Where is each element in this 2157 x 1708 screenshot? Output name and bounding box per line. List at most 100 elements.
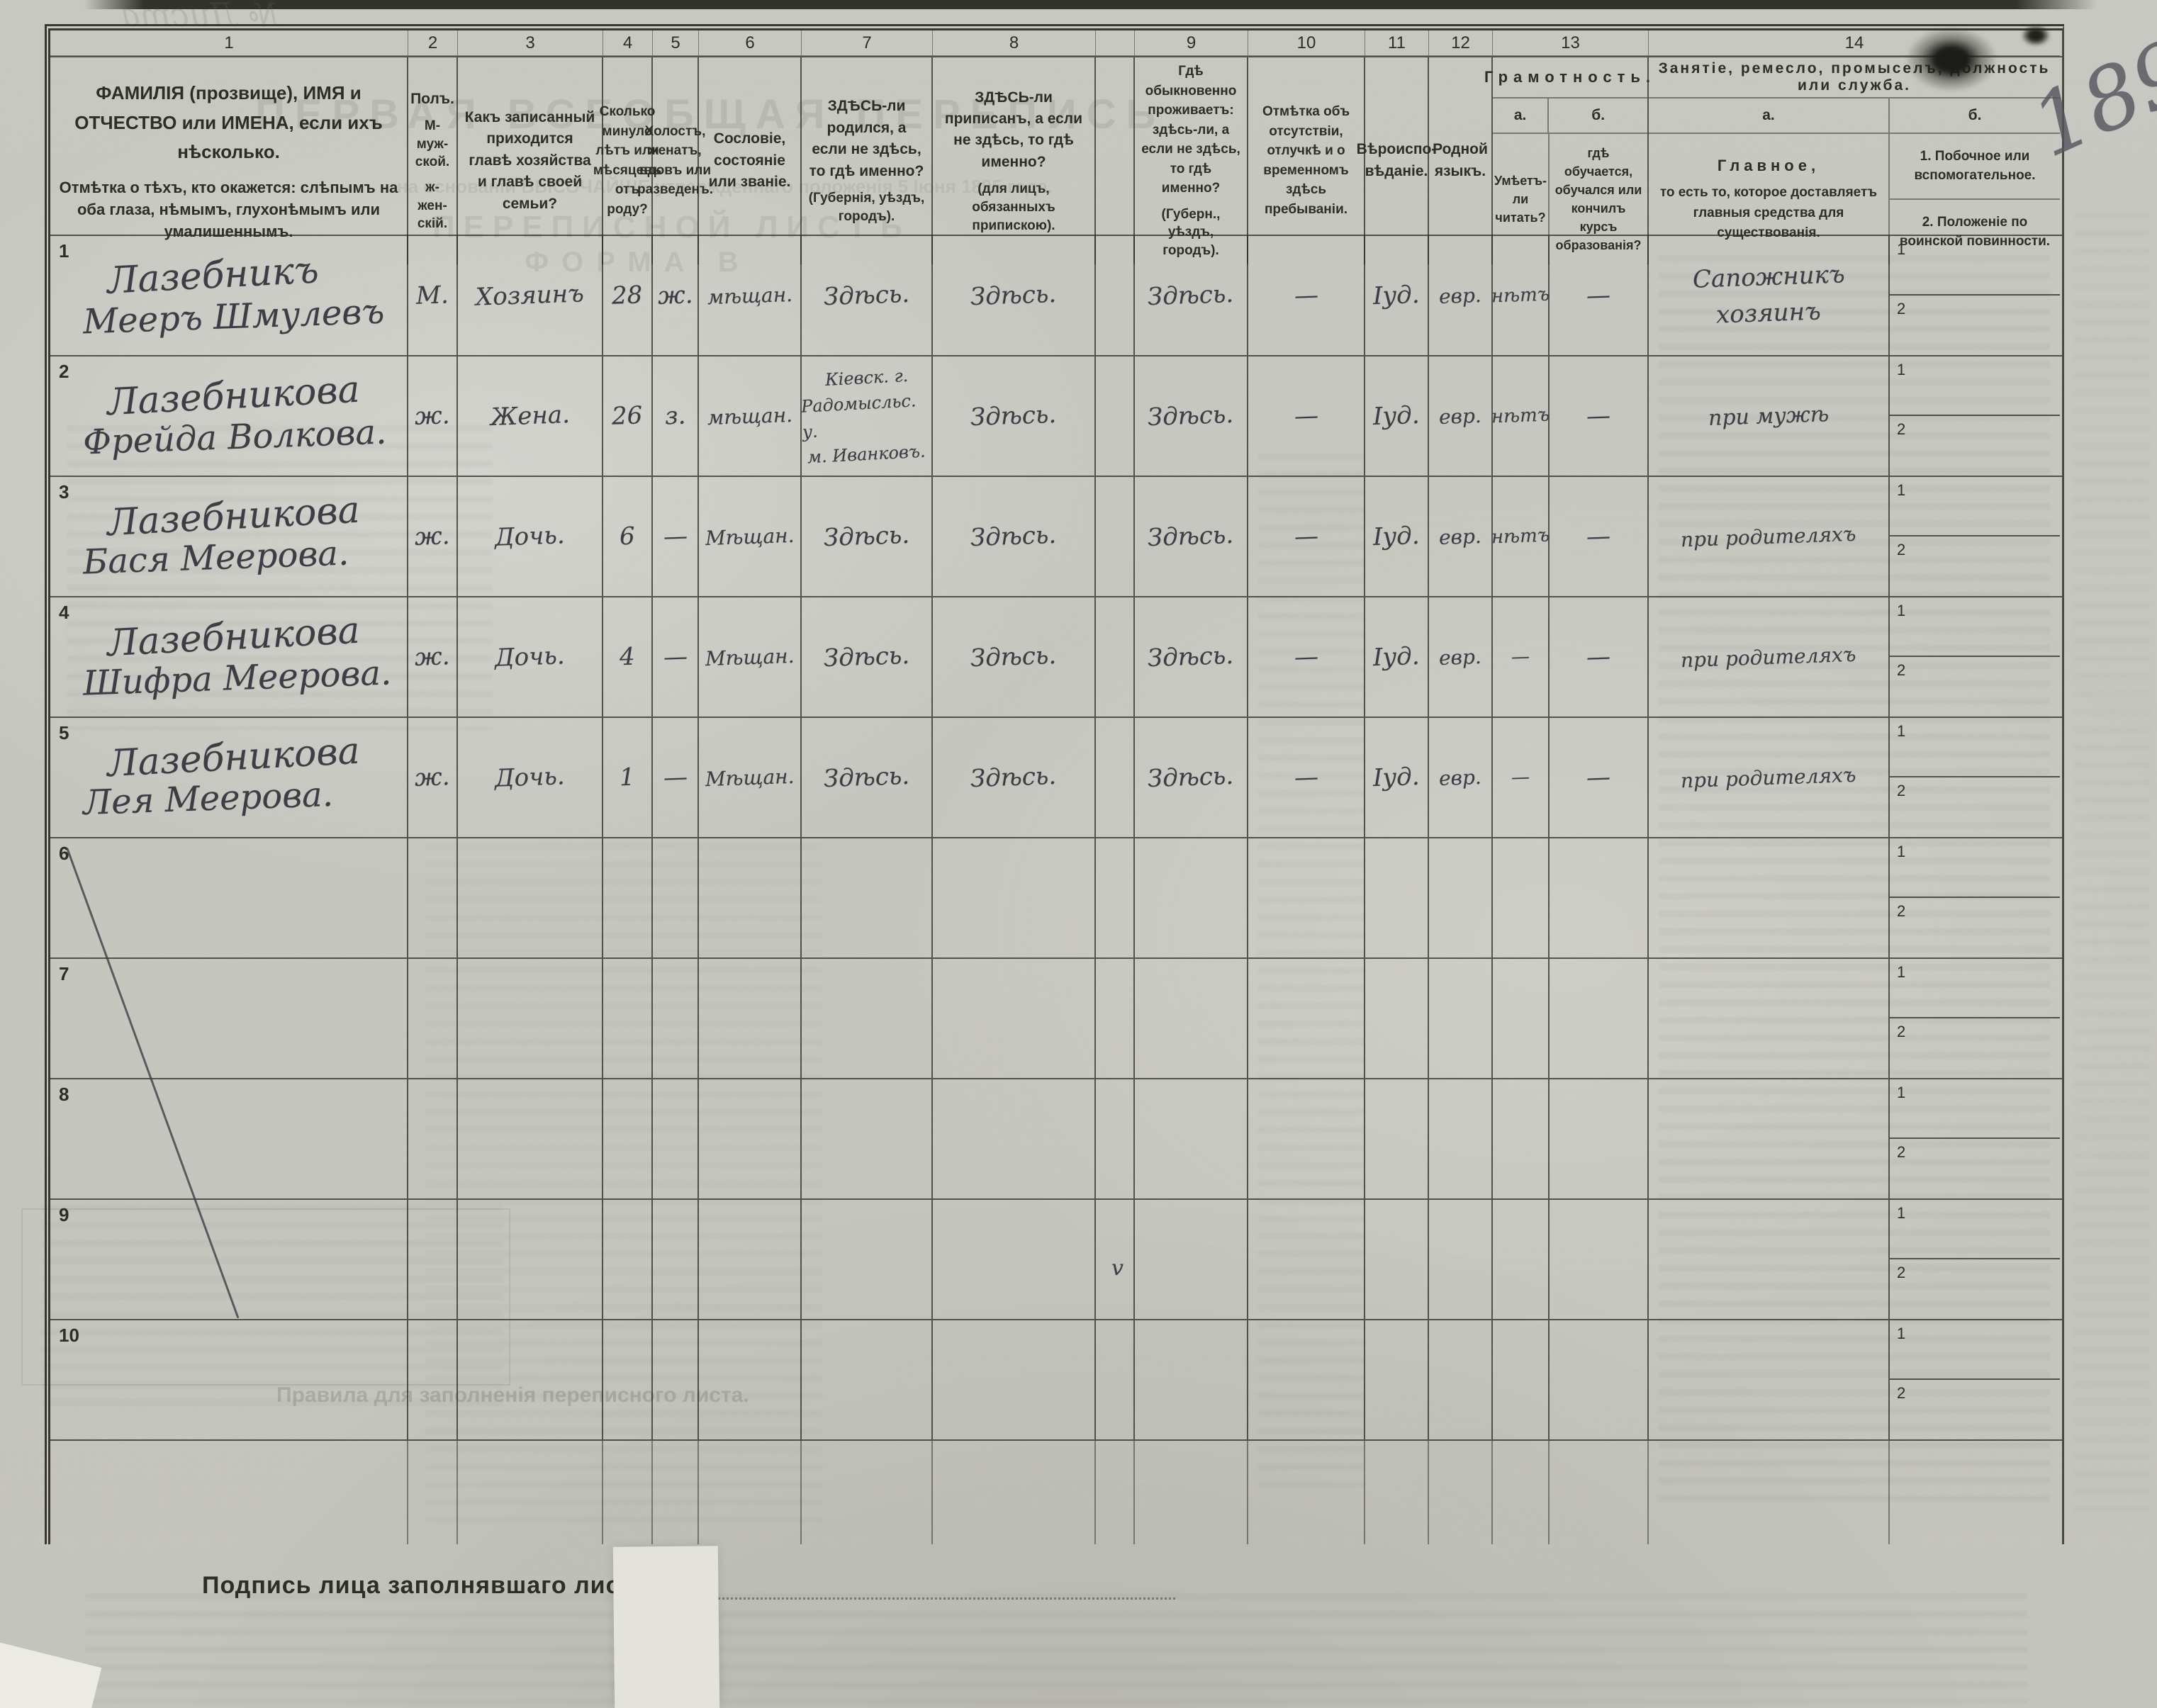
signature-row: Подпись лица заполнявшаго листъ [202, 1572, 1175, 1600]
cell-religion: Іуд. [1365, 597, 1429, 717]
cell-sex: ж. [408, 597, 458, 717]
cell-occupation-secondary: 1 2 [1890, 236, 2060, 355]
torn-corner [0, 1640, 102, 1708]
header-name: ФАМИЛІЯ (прозвище), ИМЯ и ОТЧЕСТВО или И… [50, 57, 408, 264]
table-row: 10 1 2 [50, 1320, 2062, 1441]
col-num-3: 3 [458, 30, 603, 56]
occupation-a-label: а. [1649, 99, 1890, 133]
cell-absence: — [1248, 356, 1365, 476]
row-number: 2 [59, 361, 69, 382]
col-num-14: 14 [1649, 30, 2060, 56]
cell-literacy-school: — [1550, 718, 1649, 837]
cell-sex: ж. [408, 718, 458, 837]
row-number: 8 [59, 1084, 69, 1105]
col-num-6: 6 [699, 30, 802, 56]
bleedthrough-text-block [2073, 213, 2150, 1524]
header-marital: Холостъ, женатъ, вдовъ или разведенъ. [637, 57, 713, 264]
cell-relation: Жена. [458, 356, 603, 476]
gutter [1096, 477, 1135, 596]
header-estate: Сословіе, состояніе или званіе. [699, 57, 802, 264]
header-absence: Отмѣтка объ отсутствіи, отлучкѣ и о врем… [1248, 57, 1365, 264]
col-num-10: 10 [1248, 30, 1365, 56]
cell-estate: мѣщан. [699, 356, 802, 476]
col-num-11: 11 [1365, 30, 1429, 56]
gutter [1096, 718, 1135, 837]
column-numbers-row: 1 2 3 4 5 6 7 8 9 10 11 12 13 14 [50, 30, 2062, 57]
occupation-a-text: Главное, то есть то, которое доставляетъ… [1649, 134, 1890, 264]
cell-literacy-read: — [1493, 597, 1550, 717]
literacy-b-text: гдѣ обучается, обучался или кончилъ курс… [1554, 145, 1642, 253]
census-table: 1 2 3 4 5 6 7 8 9 10 11 12 13 14 ФАМИЛІЯ… [45, 24, 2064, 1544]
gutter [1096, 356, 1135, 476]
cell-name: 5 Лазебникова Лея Меерова. [50, 718, 408, 837]
gutter [1096, 236, 1135, 355]
ghost-table-outline [21, 1208, 510, 1386]
cell-name: 1 Лазебникъ Мееръ Шмулевъ [50, 236, 408, 355]
cell-occupation-secondary: 1 2 [1890, 1200, 2060, 1319]
cell-religion: Іуд. [1365, 477, 1429, 596]
header-registration: ЗДѢСЬ-ли приписанъ, а если не здѣсь, то … [933, 57, 1096, 264]
cell-name: 4 Лазебникова Шифра Меерова. [50, 597, 408, 717]
gutter [1096, 1441, 1135, 1544]
cell-registration: Здѣсь. [933, 236, 1096, 355]
table-tail [50, 1441, 2062, 1544]
cell-literacy-read: нѣтъ [1491, 477, 1550, 596]
cell-relation: Дочь. [458, 597, 603, 717]
cell-marital: — [653, 477, 699, 596]
header-birthplace: ЗДѢСЬ-ли родился, а если не здѣсь, то гд… [802, 57, 933, 264]
signature-label: Подпись лица заполнявшаго листъ [202, 1572, 651, 1599]
table-row: 3 Лазебникова Бася Меерова. ж. Дочь. 6 —… [50, 477, 2062, 597]
cell-literacy-read: — [1493, 718, 1550, 837]
col-num-4: 4 [603, 30, 653, 56]
col-num-5: 5 [653, 30, 699, 56]
cell-residence: Здѣсь. [1135, 477, 1248, 596]
hw-given-name: Бася Меерова. [82, 533, 350, 583]
cell-religion: Іуд. [1365, 718, 1429, 837]
cell-language: евр. [1429, 718, 1493, 837]
cell-occupation-secondary: 1 2 [1890, 838, 2060, 957]
ink-blot-small [2015, 20, 2057, 51]
cell-absence: — [1248, 477, 1365, 596]
cell-occupation-secondary: 1 2 [1890, 477, 2060, 596]
row-number: 7 [59, 963, 69, 984]
cell-marital: — [653, 597, 699, 717]
cell-name: 6 [50, 838, 408, 957]
cell-sex: ж. [408, 477, 458, 596]
cell-birthplace: Здѣсь. [802, 597, 933, 717]
gutter [1096, 838, 1135, 957]
cell-absence: — [1248, 718, 1365, 837]
header-religion: Вѣроиспо­вѣданіе. [1357, 57, 1436, 264]
cell-literacy-school: — [1550, 236, 1649, 355]
paper-tape-patch [612, 1546, 720, 1708]
signature-dotted-line [657, 1575, 1175, 1600]
cell-age: 28 [603, 236, 653, 355]
row-number: 9 [59, 1204, 69, 1225]
photo-edge-strip [84, 0, 2097, 9]
cell-literacy-read: нѣтъ [1491, 356, 1550, 476]
cell-age: 1 [603, 718, 653, 837]
header-literacy: Грамотность. а. б. Умѣетъ-ли читать? гдѣ… [1484, 57, 1650, 264]
cell-occupation-main: при мужѣ [1649, 356, 1890, 476]
cell-name: 9 [50, 1200, 408, 1319]
cell-birthplace: Здѣсь. [802, 477, 933, 596]
gutter [1096, 1200, 1135, 1319]
cell-occupation-secondary: 1 2 [1890, 1320, 2060, 1439]
cell-sex: ж. [408, 356, 458, 476]
cell-name: 7 [50, 959, 408, 1078]
header-name-note: Отмѣтка о тѣхъ, кто окажется: слѣпымъ на… [59, 179, 398, 240]
literacy-a-label: а. [1493, 99, 1550, 133]
table-row: 1 Лазебникъ Мееръ Шмулевъ М. Хозяинъ 28 … [50, 236, 2062, 356]
cell-occupation-secondary: 1 2 [1890, 959, 2060, 1078]
header-sex: Полъ. М-муж-ской. ж-жен-скій. [408, 57, 458, 264]
cell-age: 6 [603, 477, 653, 596]
cell-marital: — [653, 718, 699, 837]
cell-residence: Здѣсь. [1135, 597, 1248, 717]
header-residence: Гдѣ обыкновенно проживаетъ: здѣсь-ли, а … [1135, 57, 1248, 264]
cell-language: евр. [1429, 477, 1493, 596]
cell-sex: М. [408, 236, 458, 355]
cell-marital: ж. [653, 236, 699, 355]
cell-estate: мѣщан. [699, 236, 802, 355]
cell-occupation-secondary: 1 2 [1890, 597, 2060, 717]
table-row: 8 1 2 [50, 1079, 2062, 1200]
ink-blot [1905, 27, 1998, 92]
